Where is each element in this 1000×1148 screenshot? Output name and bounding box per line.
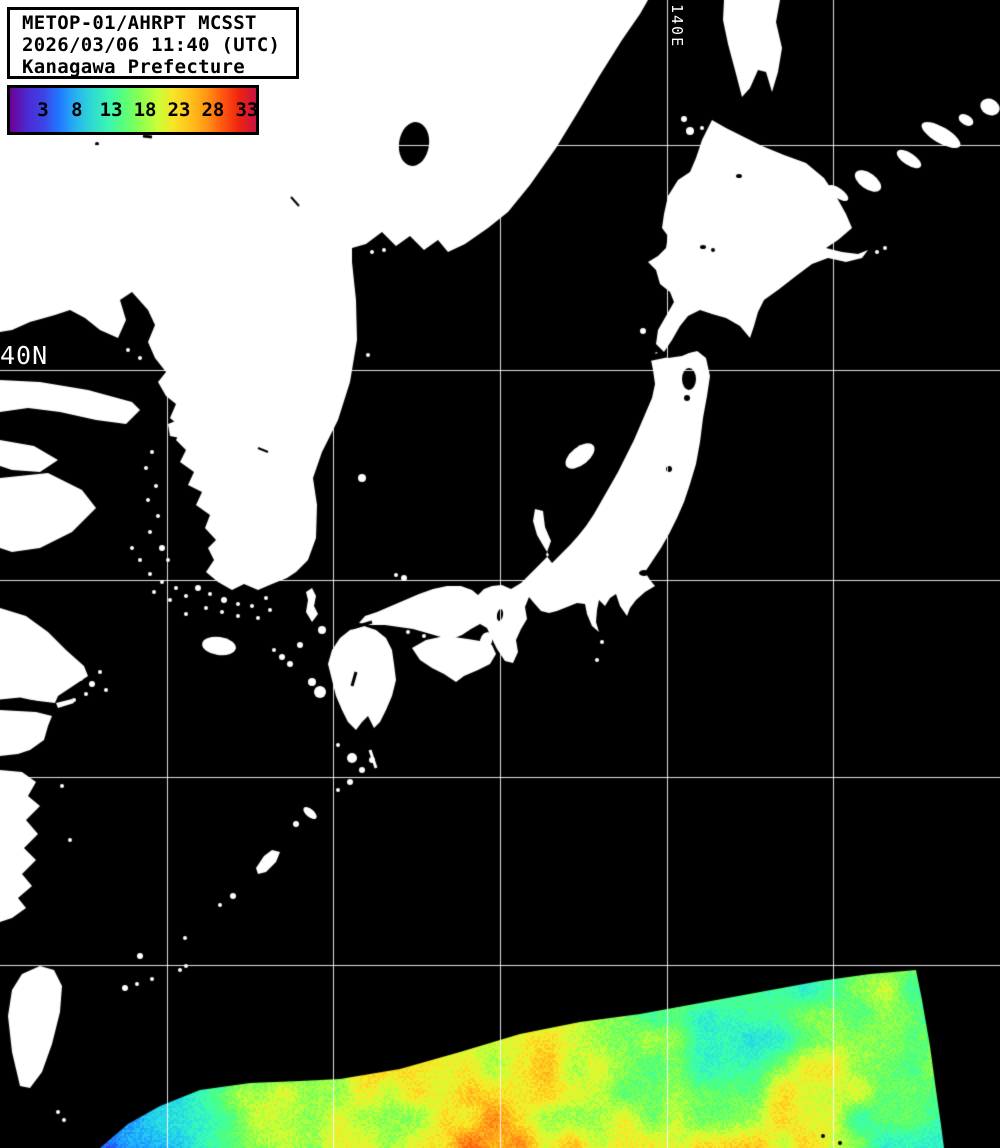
colorbar-tick: 28 <box>201 99 225 121</box>
colorbar-tick: 18 <box>133 99 157 121</box>
colorbar-tick: 33 <box>235 99 259 121</box>
colorbar-tick: 23 <box>167 99 191 121</box>
colorbar-tick: 13 <box>99 99 123 121</box>
colorbar-tick: 8 <box>71 99 83 121</box>
satellite-product-name: METOP-01/AHRPT MCSST <box>22 12 257 34</box>
latitude-grid-label: 40N <box>0 341 49 370</box>
region-name: Kanagawa Prefecture <box>22 56 246 78</box>
acquisition-datetime: 2026/03/06 11:40 (UTC) <box>22 34 281 56</box>
temperature-colorbar: 3 8 13 18 23 28 33 <box>7 85 259 135</box>
longitude-grid-label: 140E <box>668 4 686 49</box>
colorbar-tick: 3 <box>37 99 49 121</box>
product-title-box: METOP-01/AHRPT MCSST 2026/03/06 11:40 (U… <box>7 7 299 79</box>
